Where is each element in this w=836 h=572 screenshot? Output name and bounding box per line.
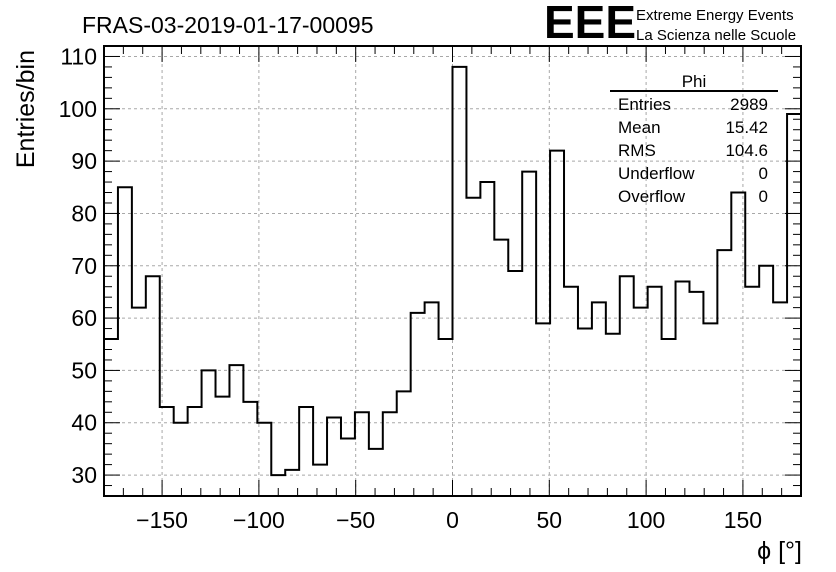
- histogram-bin-11: [257, 423, 271, 496]
- axis-ticks: [104, 45, 801, 496]
- histogram-bin-34: [578, 329, 592, 496]
- histogram-bin-40: [662, 339, 676, 496]
- eee-logo: EEE Extreme Energy Events La Scienza nel…: [544, 0, 796, 48]
- x-tick-labels: −150 −100 −50 0 50 100 150: [136, 507, 762, 533]
- histogram-bin-24: [439, 339, 453, 496]
- x-tick-label-0: −150: [136, 507, 188, 533]
- histogram-bin-8: [216, 397, 230, 496]
- stats-title: Phi: [682, 72, 707, 91]
- x-tick-label-6: 150: [724, 507, 762, 533]
- logo-line-2: La Scienza nelle Scuole: [636, 27, 796, 44]
- histogram-bin-5: [174, 423, 188, 496]
- histogram-bin-32: [550, 151, 564, 496]
- x-tick-label-5: 100: [627, 507, 665, 533]
- histogram-bin-13: [285, 470, 299, 496]
- stats-overflow-label: Overflow: [618, 187, 686, 206]
- stats-entries-label: Entries: [618, 95, 671, 114]
- histogram-bin-17: [341, 438, 355, 496]
- histogram-bin-22: [411, 313, 425, 496]
- histogram-bin-21: [397, 391, 411, 496]
- x-axis-label: ϕ [°]: [757, 537, 802, 565]
- y-tick-label-8: 110: [60, 43, 97, 69]
- y-tick-label-0: 30: [71, 462, 97, 488]
- histogram-bin-1: [118, 187, 132, 496]
- histogram-bin-48: [773, 302, 787, 496]
- x-tick-label-1: −100: [233, 507, 285, 533]
- histogram-bin-0: [104, 339, 118, 496]
- stats-mean-value: 15.42: [725, 118, 768, 137]
- histogram-bin-18: [355, 412, 369, 496]
- run-title: FRAS-03-2019-01-17-00095: [82, 12, 374, 38]
- histogram-bin-42: [689, 292, 703, 496]
- histogram-bin-2: [132, 308, 146, 496]
- stats-rms-label: RMS: [618, 141, 656, 160]
- histogram-bin-41: [676, 281, 690, 496]
- eee-logo-mark: EEE: [544, 0, 636, 48]
- y-tick-label-4: 70: [71, 253, 97, 279]
- y-tick-label-3: 60: [71, 305, 97, 331]
- stats-box: Phi Entries 2989 Mean 15.42 RMS 104.6 Un…: [610, 72, 778, 206]
- histogram-bin-9: [229, 365, 243, 496]
- histogram-bin-10: [243, 402, 257, 496]
- stats-entries-value: 2989: [730, 95, 768, 114]
- y-tick-label-5: 80: [71, 200, 97, 226]
- histogram-bin-31: [536, 323, 550, 496]
- y-tick-label-2: 50: [71, 357, 97, 383]
- histogram-bin-43: [703, 323, 717, 496]
- histogram-bin-19: [369, 449, 383, 496]
- x-tick-label-3: 0: [446, 507, 459, 533]
- histogram-bin-27: [480, 182, 494, 496]
- histogram-bin-15: [313, 465, 327, 496]
- histogram-bin-35: [592, 302, 606, 496]
- histogram-bin-38: [634, 308, 648, 496]
- y-tick-label-7: 100: [59, 96, 97, 122]
- histogram-bin-47: [759, 266, 773, 496]
- stats-mean-label: Mean: [618, 118, 661, 137]
- histogram-bin-29: [508, 271, 522, 496]
- y-axis-label: Entries/bin: [12, 50, 40, 168]
- histogram-bin-3: [146, 276, 160, 496]
- histogram-bin-14: [299, 407, 313, 496]
- histogram-bin-20: [383, 412, 397, 496]
- y-tick-label-6: 90: [71, 148, 97, 174]
- stats-overflow-value: 0: [759, 187, 768, 206]
- histogram-bin-23: [425, 302, 439, 496]
- histogram-bin-6: [188, 407, 202, 496]
- histogram-bin-28: [494, 240, 508, 496]
- histogram-bin-7: [202, 370, 216, 496]
- histogram-bin-44: [717, 250, 731, 496]
- logo-line-1: Extreme Energy Events: [636, 7, 794, 24]
- histogram-bin-16: [327, 418, 341, 496]
- histogram-bin-39: [648, 287, 662, 496]
- y-tick-label-1: 40: [71, 410, 97, 436]
- stats-underflow-label: Underflow: [618, 164, 695, 183]
- x-tick-label-4: 50: [537, 507, 563, 533]
- histogram-bin-36: [606, 334, 620, 496]
- histogram-outline: [104, 65, 801, 477]
- stats-rms-value: 104.6: [725, 141, 768, 160]
- histogram-bin-37: [620, 276, 634, 496]
- stats-underflow-value: 0: [759, 164, 768, 183]
- histogram-bin-30: [522, 172, 536, 496]
- histogram-bin-25: [453, 67, 467, 496]
- histogram-bin-26: [466, 198, 480, 496]
- x-tick-label-2: −50: [336, 507, 375, 533]
- y-tick-labels: 30 40 50 60 70 80 90 100 110: [59, 43, 97, 488]
